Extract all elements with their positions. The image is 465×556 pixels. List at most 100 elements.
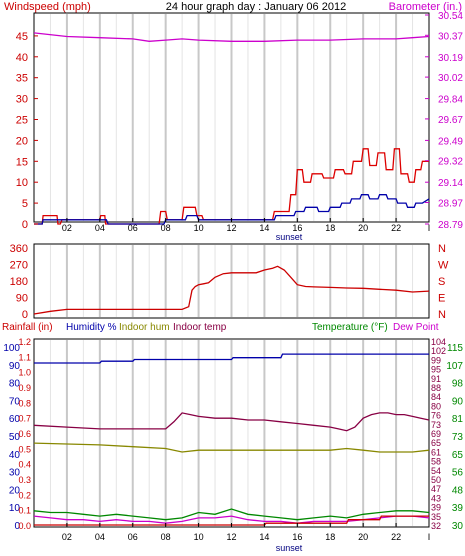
humidity-tick-label: 10 — [9, 503, 21, 514]
x-tick-label: 04 — [95, 532, 105, 542]
rain-tick-label: 0.0 — [18, 521, 31, 531]
x-tick-label: 10 — [194, 532, 204, 542]
x-tick-label: 08 — [161, 532, 171, 542]
humidity-tick-label: 20 — [9, 485, 21, 496]
indoor-temp-tick-label: 91 — [431, 374, 441, 384]
humidity-tick-label: 90 — [9, 361, 21, 372]
temperature-tick-label: 65 — [452, 450, 464, 461]
series-barometer — [33, 32, 430, 42]
y-tick-label: 90 — [16, 293, 28, 305]
y-tick-label: 0 — [22, 309, 28, 321]
panel-2-left-ticks: 0 90 180 270 360 — [10, 243, 28, 321]
indoor-temp-tick-label: 50 — [431, 475, 441, 485]
compass-label: E — [438, 293, 445, 305]
x-tick-label: 06 — [128, 532, 138, 542]
y-tick-label: 29.14 — [438, 178, 463, 189]
rain-tick-label: 0.1 — [18, 506, 31, 516]
x-tick-label: 20 — [358, 223, 368, 233]
rain-tick-label: 0.6 — [18, 429, 31, 439]
rain-tick-label: 0.7 — [18, 414, 31, 424]
x-tick-label: 16 — [292, 532, 302, 542]
y-tick-label: 28.97 — [438, 199, 463, 210]
y-tick-label: 29.32 — [438, 157, 463, 168]
panel-3-right-ticks: 3235394347505458616569737680848891959910… — [431, 337, 463, 532]
x-tick-label: 14 — [259, 532, 269, 542]
temperature-tick-label: 90 — [452, 396, 464, 407]
x-tick-label: I — [428, 223, 431, 233]
panel-2-frame — [33, 243, 430, 319]
panel-3-left-ticks: 0 10 20 30 40 50 60 70 80 90 100 0.0 0.1 0.2 0.3 0.4 0.5… — [3, 337, 31, 532]
y-tick-label: 5 — [22, 198, 28, 210]
y-tick-label: 270 — [10, 260, 28, 272]
y-tick-label: 30 — [16, 94, 28, 106]
series-windspeed-average — [34, 194, 430, 225]
humidity-tick-label: 70 — [9, 396, 21, 407]
indoor-temp-tick-label: 88 — [431, 383, 441, 393]
y-tick-label: 40 — [16, 52, 28, 64]
temperature-tick-label: 107 — [446, 361, 463, 372]
y-tick-label: 30.37 — [438, 31, 463, 42]
panel-3-series — [33, 353, 430, 526]
panel-1-right-ticks: 28.79 28.97 29.14 29.32 29.49 29.67 29.84 30.02… — [425, 11, 463, 231]
y-tick-label: 29.84 — [438, 95, 463, 106]
dew-point-axis-title: Dew Point — [393, 322, 439, 333]
panel-2-grid — [49, 245, 414, 317]
x-tick-label: 04 — [95, 223, 105, 233]
temperature-tick-label: 30 — [452, 521, 464, 532]
indoor-temp-tick-label: 76 — [431, 411, 441, 421]
indoor-temp-tick-label: 95 — [431, 365, 441, 375]
y-tick-label: 29.67 — [438, 115, 463, 126]
y-tick-label: 10 — [16, 177, 28, 189]
x-tick-label: I — [428, 532, 431, 542]
y-tick-label: 30.54 — [438, 11, 463, 22]
temperature-tick-label: 98 — [452, 379, 464, 390]
y-tick-label: 35 — [16, 73, 28, 85]
rain-tick-label: 0.3 — [18, 475, 31, 485]
indoor-temp-tick-label: 102 — [431, 346, 446, 356]
panel-1-x-ticks: 02 04 06 08 10 12 14 16 18 20 22 I — [62, 218, 430, 233]
indoor-temp-tick-label: 61 — [431, 447, 441, 457]
series-temperature — [33, 508, 430, 521]
humidity-tick-label: 100 — [3, 343, 20, 354]
indoor-hum-axis-title: Indoor hum — [119, 322, 170, 333]
temperature-tick-label: 48 — [452, 485, 464, 496]
windspeed-axis-title: Windspeed (mph) — [4, 1, 91, 13]
y-tick-label: 15 — [16, 156, 28, 168]
compass-label: N — [438, 309, 446, 321]
rain-tick-label: 0.2 — [18, 490, 31, 500]
panel-3-grid — [49, 340, 414, 526]
indoor-temp-tick-label: 58 — [431, 457, 441, 467]
indoor-temp-tick-label: 99 — [431, 355, 441, 365]
panel-3-x-ticks: 02 04 06 08 10 12 14 16 18 20 22 I — [62, 523, 430, 542]
humidity-tick-label: 0 — [14, 521, 20, 532]
temperature-tick-label: 56 — [452, 468, 464, 479]
y-tick-label: 0 — [22, 219, 28, 231]
panel-2-series — [33, 265, 430, 315]
series-indoor-hum — [33, 442, 430, 453]
x-tick-label: 14 — [259, 223, 269, 233]
indoor-temp-tick-label: 54 — [431, 466, 441, 476]
x-tick-label: 12 — [226, 532, 236, 542]
rain-tick-label: 0.8 — [18, 398, 31, 408]
temperature-axis-title: Temperature (°F) — [312, 322, 388, 333]
graph-title: 24 hour graph day : January 06 2012 — [166, 1, 346, 13]
sunset-label-bottom: sunset — [276, 543, 303, 553]
series-wind-direction — [33, 265, 430, 315]
indoor-temp-tick-label: 80 — [431, 401, 441, 411]
x-tick-label: 02 — [62, 223, 72, 233]
humidity-tick-label: 60 — [9, 414, 21, 425]
panel-1-grid — [49, 14, 414, 221]
rain-tick-label: 1.1 — [18, 352, 31, 362]
wind-barometer-panel: Windspeed (mph) 24 hour graph day : Janu… — [4, 1, 463, 242]
x-tick-label: 06 — [128, 223, 138, 233]
x-tick-label: 12 — [226, 223, 236, 233]
indoor-temp-tick-label: 35 — [431, 512, 441, 522]
temperature-humidity-panel: Rainfall (in) Humidity % Indoor hum Indo… — [2, 322, 463, 553]
barometer-axis-title: Barometer (in.) — [389, 1, 462, 13]
x-tick-label: 10 — [194, 223, 204, 233]
rain-tick-label: 0.5 — [18, 444, 31, 454]
humidity-axis-title: Humidity % — [66, 322, 117, 333]
indoor-temp-tick-label: 65 — [431, 438, 441, 448]
rain-tick-label: 0.4 — [18, 460, 31, 470]
